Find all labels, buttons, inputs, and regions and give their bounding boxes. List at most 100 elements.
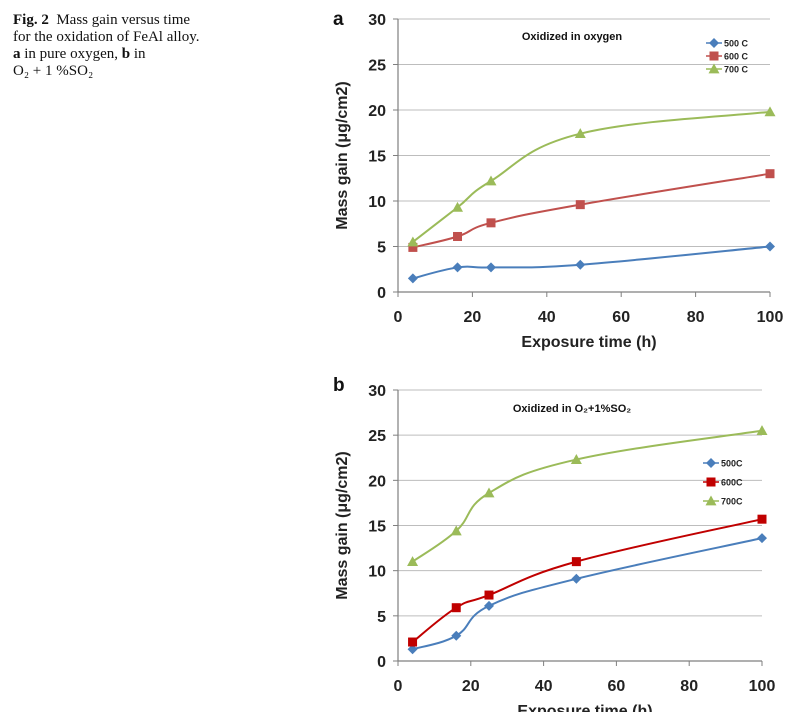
- legend-marker: [709, 38, 719, 48]
- caption-text-1: Mass gain versus time: [56, 12, 191, 28]
- legend-label: 700 C: [724, 65, 749, 75]
- data-point: [407, 556, 419, 567]
- legend-marker: [706, 477, 716, 487]
- legend-marker: [709, 51, 719, 61]
- chart-title: Oxidized in O₂+1%SO₂: [513, 403, 631, 415]
- panel-letter: b: [333, 375, 345, 396]
- data-point: [574, 128, 586, 139]
- caption-line-3: a in pure oxygen, b in: [13, 46, 263, 63]
- series-500c: [407, 241, 775, 284]
- y-tick-label: 20: [368, 473, 386, 490]
- y-tick-label: 10: [368, 564, 386, 581]
- x-tick-label: 80: [687, 309, 705, 326]
- series-line: [411, 518, 763, 643]
- legend-label: 600 C: [724, 52, 749, 62]
- caption-line-2: for the oxidation of FeAl alloy.: [13, 29, 200, 45]
- data-point: [765, 241, 775, 252]
- series-line: [412, 537, 763, 651]
- y-axis-title: Mass gain (μg/cm2): [334, 81, 351, 230]
- x-tick-label: 100: [757, 309, 784, 326]
- caption-text-3: in pure oxygen,: [24, 46, 118, 62]
- caption-label: Fig. 2: [13, 12, 49, 28]
- data-point: [451, 603, 461, 613]
- series-line: [412, 110, 771, 243]
- series-line: [412, 245, 771, 280]
- data-point: [765, 169, 775, 179]
- data-point: [485, 175, 497, 186]
- legend-label: 700C: [721, 497, 743, 507]
- y-tick-label: 15: [368, 519, 386, 536]
- x-tick-label: 0: [394, 678, 403, 695]
- y-tick-label: 25: [368, 428, 386, 445]
- data-point: [484, 590, 494, 600]
- data-point: [571, 573, 582, 584]
- x-tick-label: 80: [680, 678, 698, 695]
- data-point: [486, 262, 496, 273]
- chart-panel-a: 0 5 10 15 20 25 30 0 20 40 60 80 100 Exposure time (h…: [333, 9, 783, 351]
- data-point: [407, 273, 418, 284]
- y-tick-label: 30: [368, 383, 386, 400]
- data-point: [407, 644, 418, 655]
- panel-letter: a: [333, 9, 344, 30]
- data-point: [408, 242, 418, 252]
- data-point: [453, 231, 463, 241]
- series-700c: [407, 425, 768, 567]
- series-700c: [407, 106, 776, 247]
- x-tick-label: 40: [538, 309, 556, 326]
- legend-marker: [706, 458, 716, 468]
- y-tick-label: 5: [377, 240, 386, 257]
- caption-text-4: in: [133, 46, 146, 62]
- x-tick-label: 60: [612, 309, 630, 326]
- data-point: [450, 525, 462, 536]
- data-point: [484, 600, 494, 611]
- data-point: [757, 514, 767, 524]
- series-500c: [407, 533, 767, 655]
- series-600c: [408, 514, 767, 647]
- data-point: [756, 425, 768, 436]
- data-point: [408, 637, 418, 647]
- data-point: [451, 630, 462, 641]
- series-600c: [408, 169, 775, 252]
- data-point: [575, 200, 585, 210]
- caption-b-label: b: [121, 46, 131, 62]
- x-axis-title: Exposure time (h): [521, 334, 656, 351]
- y-tick-label: 30: [368, 12, 386, 29]
- caption-a-label: a: [13, 46, 21, 62]
- chart-title: Oxidized in oxygen: [522, 31, 623, 43]
- x-tick-label: 40: [535, 678, 553, 695]
- legend-label: 600C: [721, 478, 743, 488]
- data-point: [571, 557, 581, 567]
- y-tick-label: 25: [368, 58, 386, 75]
- x-tick-label: 60: [608, 678, 626, 695]
- x-tick-label: 20: [464, 309, 482, 326]
- x-tick-label: 20: [462, 678, 480, 695]
- y-tick-label: 20: [368, 103, 386, 120]
- data-point: [452, 262, 463, 273]
- x-axis-title: Exposure time (h): [517, 703, 652, 712]
- legend-label: 500C: [721, 459, 743, 469]
- legend-marker: [705, 495, 717, 506]
- y-axis-title: Mass gain (μg/cm2): [334, 451, 351, 600]
- y-tick-label: 15: [368, 149, 386, 166]
- y-tick-label: 0: [377, 285, 386, 302]
- data-point: [757, 533, 767, 544]
- series-line: [412, 172, 771, 249]
- x-tick-label: 0: [394, 309, 403, 326]
- legend-label: 500 C: [724, 39, 749, 49]
- x-tick-label: 100: [749, 678, 776, 695]
- data-point: [407, 236, 419, 247]
- data-point: [764, 106, 776, 117]
- y-tick-label: 5: [377, 609, 386, 626]
- caption-line-4: O₂ + 1 %SO₂: [13, 63, 94, 79]
- caption-line-1: Fig. 2 Mass gain versus time: [13, 12, 263, 29]
- data-point: [575, 259, 586, 270]
- data-point: [483, 487, 495, 498]
- legend-marker: [708, 63, 720, 74]
- y-tick-label: 0: [377, 654, 386, 671]
- series-line: [411, 429, 763, 563]
- figure-caption: Fig. 2 Mass gain versus time for the oxi…: [13, 12, 263, 80]
- chart-panel-b: 0 5 10 15 20 25 30 0 20 40 60 80 100 Exposure time (h…: [333, 375, 775, 712]
- data-point: [486, 218, 496, 228]
- y-tick-label: 10: [368, 194, 386, 211]
